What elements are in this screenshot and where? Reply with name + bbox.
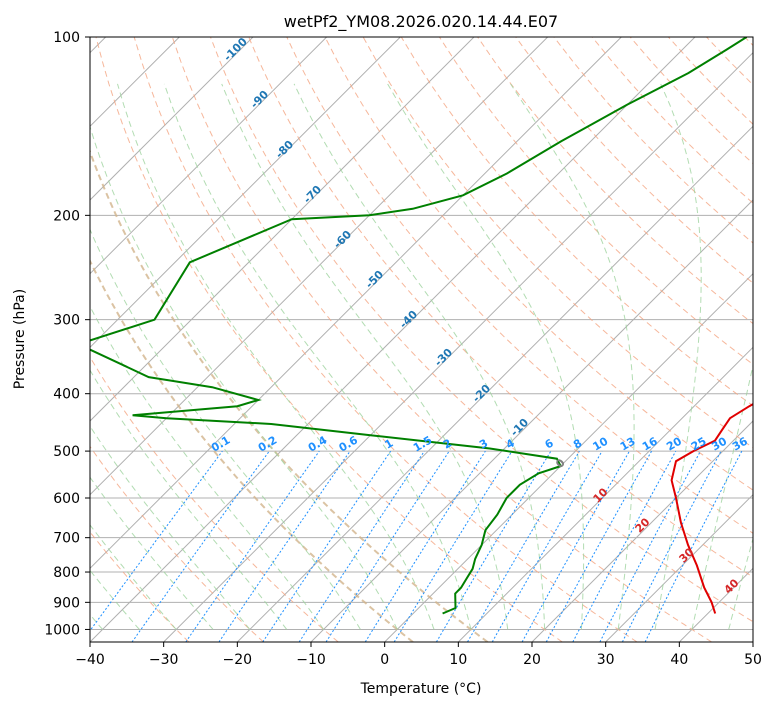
moist-adiabat	[90, 569, 140, 630]
mixing-ratio-lines	[90, 450, 743, 642]
x-tick-label: −10	[296, 652, 326, 668]
isotherm-line	[90, 37, 622, 570]
y-tick-label: 800	[53, 565, 80, 581]
mixing-ratio-line	[218, 450, 351, 642]
moist-adiabat	[728, 536, 753, 630]
moist-adiabat	[90, 425, 251, 630]
y-tick-label: 700	[53, 531, 80, 547]
dry-adiabat	[90, 356, 339, 642]
x-tick-label: −20	[223, 652, 253, 668]
moist-adiabat	[293, 83, 546, 630]
y-tick-label: 900	[53, 595, 80, 611]
isotherm-line	[90, 37, 328, 275]
isotherm-line	[90, 37, 549, 496]
isotherm-line	[236, 125, 753, 642]
dry-adiabat	[286, 37, 753, 534]
dry-adiabat	[324, 37, 753, 491]
mixing-ratio-line	[393, 450, 513, 642]
mixing-ratio-line	[325, 450, 450, 642]
moist-adiabat	[90, 369, 288, 630]
x-tick-label: 10	[449, 652, 467, 668]
dry-adiabat	[90, 445, 264, 642]
mixing-ratio-line	[185, 450, 320, 642]
moist-adiabat	[654, 83, 702, 630]
y-tick-label: 600	[53, 491, 80, 507]
y-axis-title: Pressure (hPa)	[12, 289, 28, 389]
plot-frame	[89, 36, 754, 643]
y-tick-label: 300	[53, 313, 80, 329]
mixing-ratio-line	[572, 450, 677, 642]
x-tick-label: 40	[670, 652, 688, 668]
moist-adiabats	[90, 83, 753, 630]
x-tick-label: −40	[75, 652, 105, 668]
dry-adiabat	[95, 37, 563, 642]
plot-area: -100-90-80-70-60-50-40-30-20-100.1 0.2 0.4…	[90, 37, 753, 642]
isotherm-line	[605, 493, 753, 642]
mixing-ratio-line	[621, 450, 722, 642]
mixing-ratio-line	[521, 450, 630, 642]
dry-adiabat	[133, 37, 638, 642]
isotherm-line	[90, 37, 254, 201]
x-tick-label: 20	[523, 652, 541, 668]
y-tick-label: 100	[53, 30, 80, 46]
isotherm-line	[384, 272, 753, 642]
moist-adiabat	[387, 83, 585, 630]
x-tick-label: 50	[744, 652, 762, 668]
dry-adiabat	[248, 37, 753, 578]
x-tick-label: −30	[149, 652, 179, 668]
dry-adiabat	[90, 258, 414, 642]
moist-adiabat	[90, 125, 398, 630]
x-axis-ticks: −40 −30 −20 −10 0 10 20 30 40 50	[75, 642, 762, 668]
isotherm-line	[163, 51, 753, 642]
mixing-ratio-line	[491, 450, 603, 642]
temperature-line	[670, 403, 753, 614]
dry-adiabat	[171, 37, 712, 642]
y-tick-label: 400	[53, 387, 80, 403]
mixing-ratio-line	[545, 450, 653, 642]
isotherm-line	[90, 37, 401, 349]
moist-adiabat	[90, 305, 325, 630]
isotherm-line	[457, 346, 753, 642]
mixing-ratio-line	[90, 450, 223, 632]
y-tick-label: 200	[53, 208, 80, 224]
chart-title: wetPf2_YM08.2026.020.14.44.E07	[284, 12, 558, 32]
moist-adiabat	[221, 83, 509, 630]
dry-adiabats	[90, 37, 753, 642]
y-tick-label: 500	[53, 444, 80, 460]
moist-adiabat	[510, 83, 635, 630]
mixing-ratio-line	[644, 450, 743, 642]
isotherm-line	[90, 37, 696, 642]
dry-adiabat	[515, 37, 753, 284]
y-tick-label: 1000	[44, 622, 80, 638]
moist-adiabat	[117, 83, 435, 630]
skewed-isotherms	[90, 37, 753, 642]
x-tick-label: 0	[380, 652, 389, 668]
x-tick-label: 30	[597, 652, 615, 668]
moist-adiabat	[90, 476, 214, 630]
pressure-gridlines	[90, 214, 753, 630]
dry-adiabat	[210, 37, 753, 623]
y-axis-ticks: 100 200 300 400 500 600 700 800 900 1000	[44, 30, 90, 638]
mixing-ratio-line	[262, 450, 392, 642]
isotherm-line	[90, 37, 475, 422]
isotherm-line	[531, 420, 753, 642]
sounding-series	[90, 37, 753, 615]
dewpoint-line	[90, 37, 748, 615]
moist-adiabat	[90, 524, 177, 630]
mixing-ratio-line	[298, 450, 425, 642]
x-axis-title: Temperature (°C)	[360, 681, 482, 697]
mixing-ratio-line	[131, 450, 270, 642]
